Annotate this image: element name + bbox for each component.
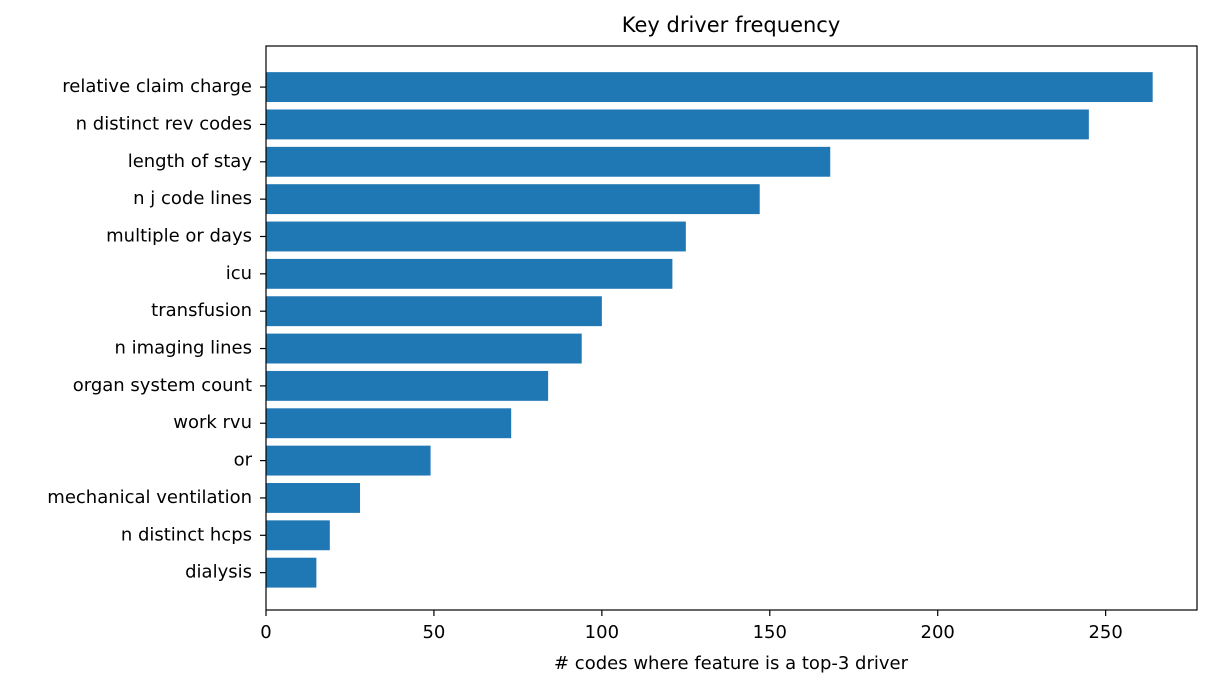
chart-title: Key driver frequency <box>622 13 841 37</box>
y-tick-label: multiple or days <box>106 225 252 246</box>
bar <box>266 221 686 252</box>
bar <box>266 109 1089 140</box>
plot-frame <box>265 45 1198 611</box>
x-tick-label: 0 <box>260 622 271 643</box>
bar <box>266 146 831 177</box>
bar <box>266 520 330 551</box>
x-tick-label: 100 <box>585 622 619 643</box>
y-tick-label: length of stay <box>128 151 253 172</box>
y-tick-label: mechanical ventilation <box>47 487 252 508</box>
bar <box>266 445 431 476</box>
bar <box>266 370 549 401</box>
y-tick-label: work rvu <box>173 412 252 433</box>
y-tick-label: or <box>234 450 253 471</box>
y-tick-label: n distinct hcps <box>121 524 252 545</box>
x-tick-label: 250 <box>1088 622 1122 643</box>
y-tick-label: transfusion <box>151 300 252 321</box>
y-tick-label: n j code lines <box>133 188 252 209</box>
y-tick-label: dialysis <box>185 562 252 583</box>
bar <box>266 184 760 215</box>
y-tick-label: organ system count <box>73 375 252 396</box>
y-tick-label: relative claim charge <box>62 76 252 97</box>
x-axis-label: # codes where feature is a top-3 driver <box>554 653 909 674</box>
bar <box>266 296 602 327</box>
bar <box>266 333 582 364</box>
x-tick-label: 50 <box>422 622 445 643</box>
bar <box>266 557 317 588</box>
x-tick-label: 200 <box>921 622 955 643</box>
y-tick-label: icu <box>226 263 252 284</box>
bar <box>266 408 512 439</box>
y-tick-label: n distinct rev codes <box>76 113 252 134</box>
x-tick-label: 150 <box>753 622 787 643</box>
bar <box>266 483 361 513</box>
bar <box>266 258 673 289</box>
bar <box>266 72 1153 103</box>
y-tick-label: n imaging lines <box>114 338 252 359</box>
